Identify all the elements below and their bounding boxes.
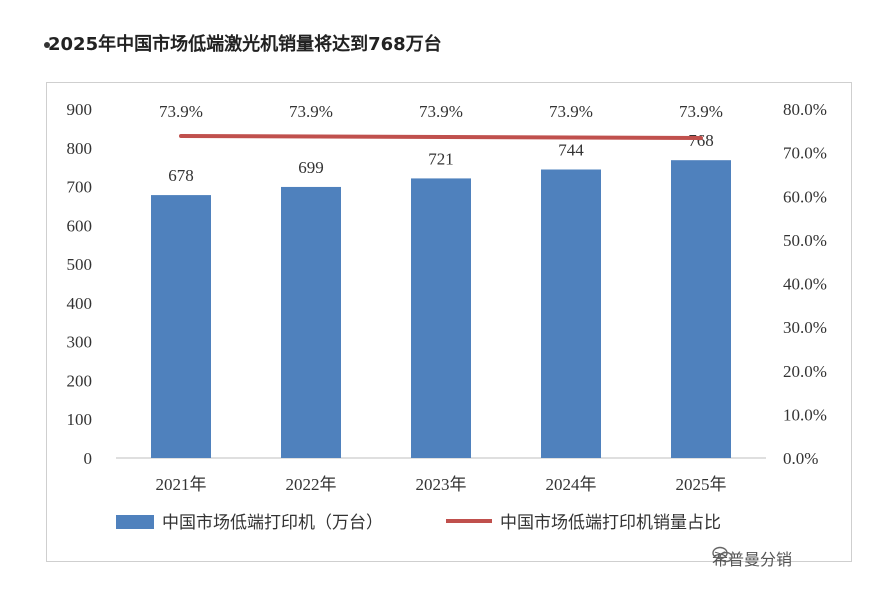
chart-frame [46,82,852,562]
bar [151,195,211,458]
bar [541,169,601,458]
bar-value-label: 768 [688,131,714,150]
share-line [179,134,703,140]
y-left-tick-label: 300 [67,333,93,352]
y-left-tick-label: 800 [67,139,93,158]
y-left-tick-label: 100 [67,410,93,429]
y-left-tick-label: 900 [67,100,93,119]
bar-value-label: 744 [558,140,584,159]
x-tick-label: 2023年 [416,475,467,494]
y-left-tick-label: 500 [67,255,93,274]
y-right-tick-label: 80.0% [783,100,827,119]
y-left-tick-label: 600 [67,216,93,235]
legend-bar-label: 中国市场低端打印机（万台） [162,513,383,533]
line-value-label: 73.9% [289,102,333,121]
x-tick-label: 2022年 [286,475,337,494]
y-left-tick-label: 400 [67,294,93,313]
bar-value-label: 721 [428,149,454,168]
y-right-tick-label: 70.0% [783,144,827,163]
page-title: 2025年中国市场低端激光机销量将达到768万台 [48,34,442,55]
y-left-tick-label: 700 [67,178,93,197]
watermark: 希普曼分销 [712,546,792,570]
bullet-dot [44,42,50,48]
line-value-label: 73.9% [419,102,463,121]
wechat-icon [712,546,733,563]
legend-bar-swatch [116,515,154,529]
bar [411,178,471,458]
y-right-tick-label: 0.0% [783,449,818,468]
line-value-label: 73.9% [549,102,593,121]
y-right-tick-label: 30.0% [783,318,827,337]
y-left-tick-label: 200 [67,371,93,390]
legend-line-label: 中国市场低端打印机销量占比 [500,513,721,533]
y-right-tick-label: 10.0% [783,405,827,424]
y-left-tick-label: 0 [84,449,93,468]
bar [281,186,341,458]
bar-value-label: 678 [168,166,194,185]
y-right-tick-label: 60.0% [783,187,827,206]
line-value-label: 73.9% [679,102,723,121]
y-right-tick-label: 20.0% [783,362,827,381]
y-right-tick-label: 40.0% [783,275,827,294]
x-tick-label: 2021年 [156,475,207,494]
x-tick-label: 2025年 [676,475,727,494]
y-right-tick-label: 50.0% [783,231,827,250]
bar-value-label: 699 [298,158,324,177]
x-tick-label: 2024年 [546,475,597,494]
bar [671,160,731,459]
line-value-label: 73.9% [159,102,203,121]
